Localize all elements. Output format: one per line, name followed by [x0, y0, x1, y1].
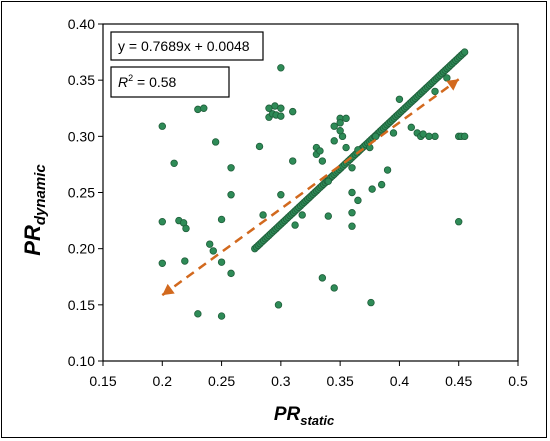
data-point: [460, 132, 469, 141]
data-point: [336, 119, 344, 127]
equation-box: y = 0.7689x + 0.0048: [110, 31, 264, 61]
data-point: [330, 122, 338, 130]
data-point: [217, 215, 226, 224]
data-point: [277, 112, 285, 120]
equation-label: y = 0.7689x + 0.0048: [118, 38, 250, 54]
r2-label: R2 = 0.58: [118, 73, 177, 90]
x-tick-label: 0.45: [445, 373, 472, 389]
data-point: [194, 310, 202, 318]
y-axis-label: PRdynamic: [20, 164, 49, 256]
data-point: [289, 157, 297, 165]
data-point: [348, 222, 356, 230]
data-point: [291, 221, 299, 229]
data-point: [170, 159, 178, 167]
x-axis-label: PRstatic: [274, 404, 335, 428]
data-point: [455, 218, 463, 226]
data-point: [277, 64, 285, 72]
data-point: [460, 48, 469, 56]
y-tick-label: 0.20: [68, 241, 95, 257]
data-point: [181, 257, 189, 265]
data-point: [395, 95, 404, 103]
data-point: [383, 166, 392, 174]
data-point: [298, 211, 306, 219]
data-point: [200, 104, 208, 112]
data-point: [227, 269, 235, 278]
trendline: [161, 78, 460, 297]
r2-box: R2 = 0.58: [110, 66, 230, 98]
data-points: [158, 48, 469, 320]
data-point: [324, 212, 332, 220]
x-tick-label: 0.3: [271, 373, 291, 389]
data-point: [348, 164, 356, 172]
x-tick-label: 0.35: [327, 373, 354, 389]
data-point: [367, 298, 375, 307]
data-point: [158, 259, 166, 267]
data-point: [209, 247, 217, 255]
x-tick-label: 0.15: [89, 373, 116, 389]
data-point: [206, 240, 214, 248]
data-point: [194, 105, 202, 114]
data-point: [289, 107, 297, 116]
y-tick-label: 0.30: [68, 128, 95, 144]
data-point: [274, 301, 283, 309]
data-point: [330, 284, 338, 292]
data-point: [227, 191, 235, 199]
trendline-arrowhead: [162, 283, 175, 296]
data-point: [217, 312, 226, 320]
axes: 0.15 0.2 0.25 0.3 0.35 0.4 0.45 0.5 0.10 0.15 0.20…: [68, 16, 528, 389]
data-point: [342, 114, 350, 123]
data-point: [277, 104, 285, 112]
data-point: [158, 122, 166, 130]
data-point: [316, 147, 324, 155]
data-point: [342, 143, 350, 152]
y-tick-label: 0.40: [68, 16, 95, 32]
y-tick-label: 0.15: [68, 297, 95, 313]
y-tick-label: 0.25: [68, 185, 95, 201]
trendline-arrowhead: [446, 79, 459, 91]
data-point: [324, 177, 332, 185]
data-point: [259, 211, 267, 219]
data-point: [377, 180, 386, 189]
data-point: [158, 218, 166, 226]
x-tick-label: 0.4: [390, 373, 410, 389]
data-point: [431, 87, 439, 96]
data-point: [217, 258, 226, 266]
data-point: [372, 132, 380, 141]
y-tick-label: 0.10: [68, 353, 95, 369]
data-point: [354, 196, 362, 205]
data-point: [389, 129, 398, 137]
data-point: [211, 138, 220, 146]
data-point: [348, 188, 356, 197]
data-point: [318, 274, 327, 282]
x-tick-label: 0.5: [508, 373, 528, 389]
y-tick-label: 0.35: [68, 72, 95, 88]
data-point: [368, 185, 376, 193]
data-point: [407, 123, 415, 132]
data-point: [336, 127, 344, 135]
data-point: [227, 164, 235, 172]
data-point: [443, 74, 451, 82]
data-point: [348, 209, 356, 217]
trendline-line: [161, 78, 460, 297]
data-point: [182, 224, 190, 233]
x-tick-label: 0.25: [208, 373, 235, 389]
data-point: [318, 157, 327, 165]
data-point: [255, 142, 264, 151]
x-tick-label: 0.2: [153, 373, 173, 389]
data-point: [330, 137, 338, 145]
data-point: [277, 191, 285, 199]
data-point: [425, 132, 433, 141]
